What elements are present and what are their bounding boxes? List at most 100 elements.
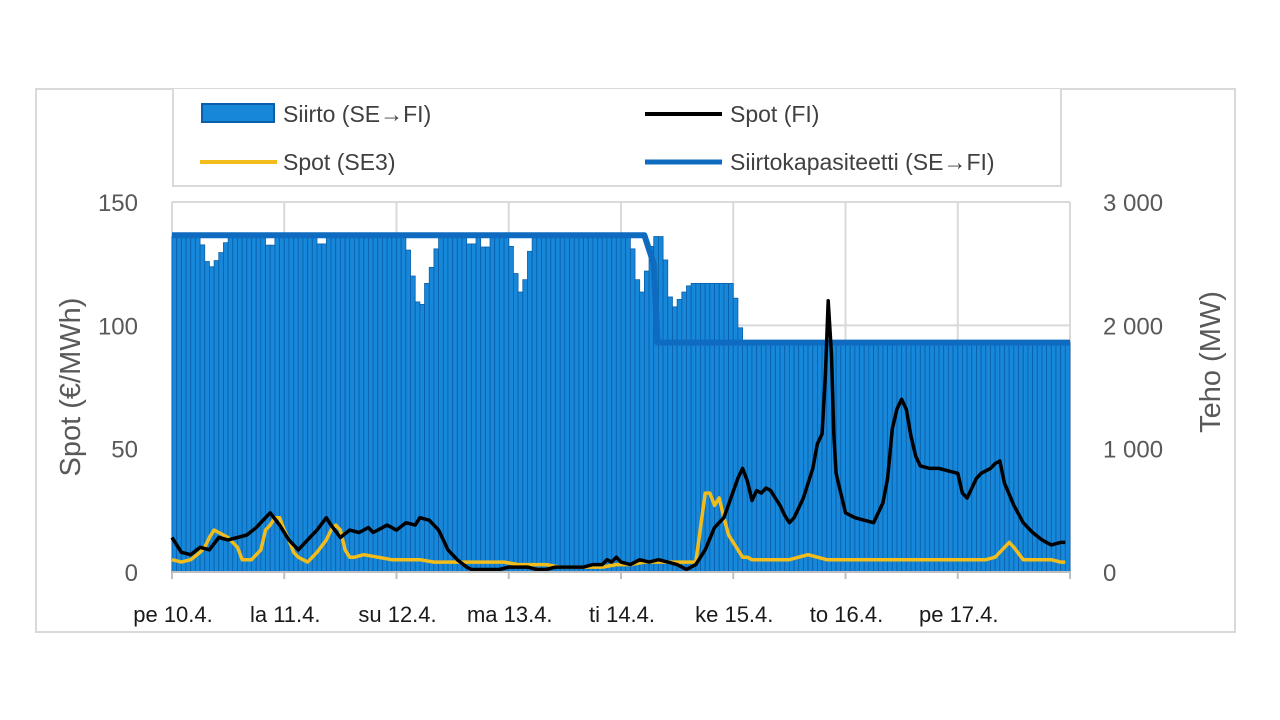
transfer-bar xyxy=(985,342,991,573)
transfer-bar xyxy=(976,342,982,573)
transfer-bar xyxy=(293,236,299,573)
transfer-bar xyxy=(643,270,650,573)
transfer-bar xyxy=(517,291,524,573)
transfer-bar xyxy=(190,236,196,573)
transfer-bar xyxy=(929,342,935,573)
transfer-bar xyxy=(180,236,187,573)
y-tick-label-right: 2 000 xyxy=(1103,313,1163,340)
transfer-bar xyxy=(1064,342,1071,573)
transfer-bar xyxy=(1060,342,1066,573)
transfer-bar xyxy=(223,242,229,573)
transfer-bar xyxy=(583,236,589,573)
transfer-bar xyxy=(199,244,206,573)
transfer-bar xyxy=(788,342,795,573)
transfer-bar xyxy=(938,342,945,573)
transfer-bar xyxy=(297,236,304,573)
transfer-bar xyxy=(672,306,678,573)
transfer-bar xyxy=(779,342,786,573)
transfer-bar xyxy=(288,236,295,573)
transfer-bar xyxy=(176,236,182,573)
transfer-bar xyxy=(1008,342,1015,573)
transfer-bar xyxy=(213,260,220,573)
transfer-bar xyxy=(194,236,201,573)
transfer-bar xyxy=(620,236,627,573)
transfer-bar xyxy=(859,342,865,573)
transfer-bar xyxy=(807,342,814,573)
x-tick-label: pe 17.4. xyxy=(919,602,999,627)
transfer-bar xyxy=(209,266,215,573)
transfer-bar xyxy=(966,342,973,573)
transfer-bar xyxy=(840,342,846,573)
transfer-bar xyxy=(765,342,772,573)
transfer-bar xyxy=(751,342,758,573)
transfer-bar xyxy=(943,342,949,573)
transfer-bar xyxy=(873,342,879,573)
legend xyxy=(172,89,1062,187)
transfer-bar xyxy=(475,236,482,573)
transfer-bar xyxy=(498,236,505,573)
transfer-bar xyxy=(746,342,753,573)
x-tick-label: ke 15.4. xyxy=(695,602,773,627)
transfer-bar xyxy=(368,236,374,573)
transfer-bar xyxy=(480,246,486,573)
transfer-bar xyxy=(798,342,804,573)
transfer-bar xyxy=(232,237,238,573)
transfer-bar xyxy=(994,342,1001,573)
x-tick-label: to 16.4. xyxy=(810,602,883,627)
transfer-bar xyxy=(241,236,248,573)
transfer-bar xyxy=(639,291,645,573)
transfer-bar xyxy=(246,236,252,573)
transfer-bar xyxy=(1004,342,1010,573)
y-tick-label-left: 50 xyxy=(111,437,138,464)
transfer-bar xyxy=(541,236,547,573)
transfer-bar xyxy=(601,236,608,573)
transfer-bar xyxy=(606,236,613,573)
transfer-bar xyxy=(704,282,711,573)
transfer-bar xyxy=(971,342,977,573)
transfer-bar xyxy=(597,236,603,573)
transfer-bar xyxy=(999,342,1005,573)
transfer-bar xyxy=(737,327,744,573)
capacity-line xyxy=(172,232,1070,346)
transfer-bar xyxy=(891,342,898,573)
transfer-bar xyxy=(377,236,383,573)
transfer-bar xyxy=(1055,342,1062,573)
transfer-bar xyxy=(358,236,365,573)
y-tick-label-right: 0 xyxy=(1103,560,1116,587)
transfer-bar xyxy=(662,259,669,573)
transfer-bar xyxy=(1041,342,1048,573)
y-axis-right-title: Teho (MW) xyxy=(1195,291,1227,433)
transfer-bar xyxy=(728,282,734,573)
transfer-bar xyxy=(990,342,996,573)
transfer-bar xyxy=(718,282,725,573)
transfer-bar xyxy=(686,285,692,573)
x-tick-label: ma 13.4. xyxy=(467,602,553,627)
transfer-bar xyxy=(919,342,926,573)
transfer-bar xyxy=(629,248,636,573)
transfer-bar xyxy=(302,236,309,573)
transfer-bar xyxy=(690,282,697,573)
transfer-bar xyxy=(1027,342,1033,573)
transfer-bar xyxy=(227,237,234,573)
transfer-bar xyxy=(882,342,888,573)
transfer-bar xyxy=(424,282,430,573)
transfer-bar xyxy=(742,342,748,573)
transfer-bar xyxy=(339,236,346,573)
transfer-bar xyxy=(503,236,510,573)
transfer-bar xyxy=(204,261,210,573)
x-tick-label: pe 10.4. xyxy=(133,602,213,627)
transfer-bar xyxy=(634,279,641,573)
transfer-bar xyxy=(484,246,491,573)
legend-label-capacity: Siirtokapasiteetti (SE→FI) xyxy=(730,149,995,175)
transfer-bar xyxy=(578,236,584,573)
transfer-bar xyxy=(494,236,500,573)
y-tick-label-right: 1 000 xyxy=(1103,437,1163,464)
transfer-bar xyxy=(868,342,874,573)
transfer-bar xyxy=(536,236,542,573)
y-tick-label-left: 0 xyxy=(125,560,138,587)
transfer-bar xyxy=(185,236,192,573)
transfer-bar xyxy=(760,342,767,573)
transfer-bar xyxy=(251,236,257,573)
y-axis-left-title: Spot (€/MWh) xyxy=(55,298,87,477)
transfer-bar xyxy=(372,236,379,573)
